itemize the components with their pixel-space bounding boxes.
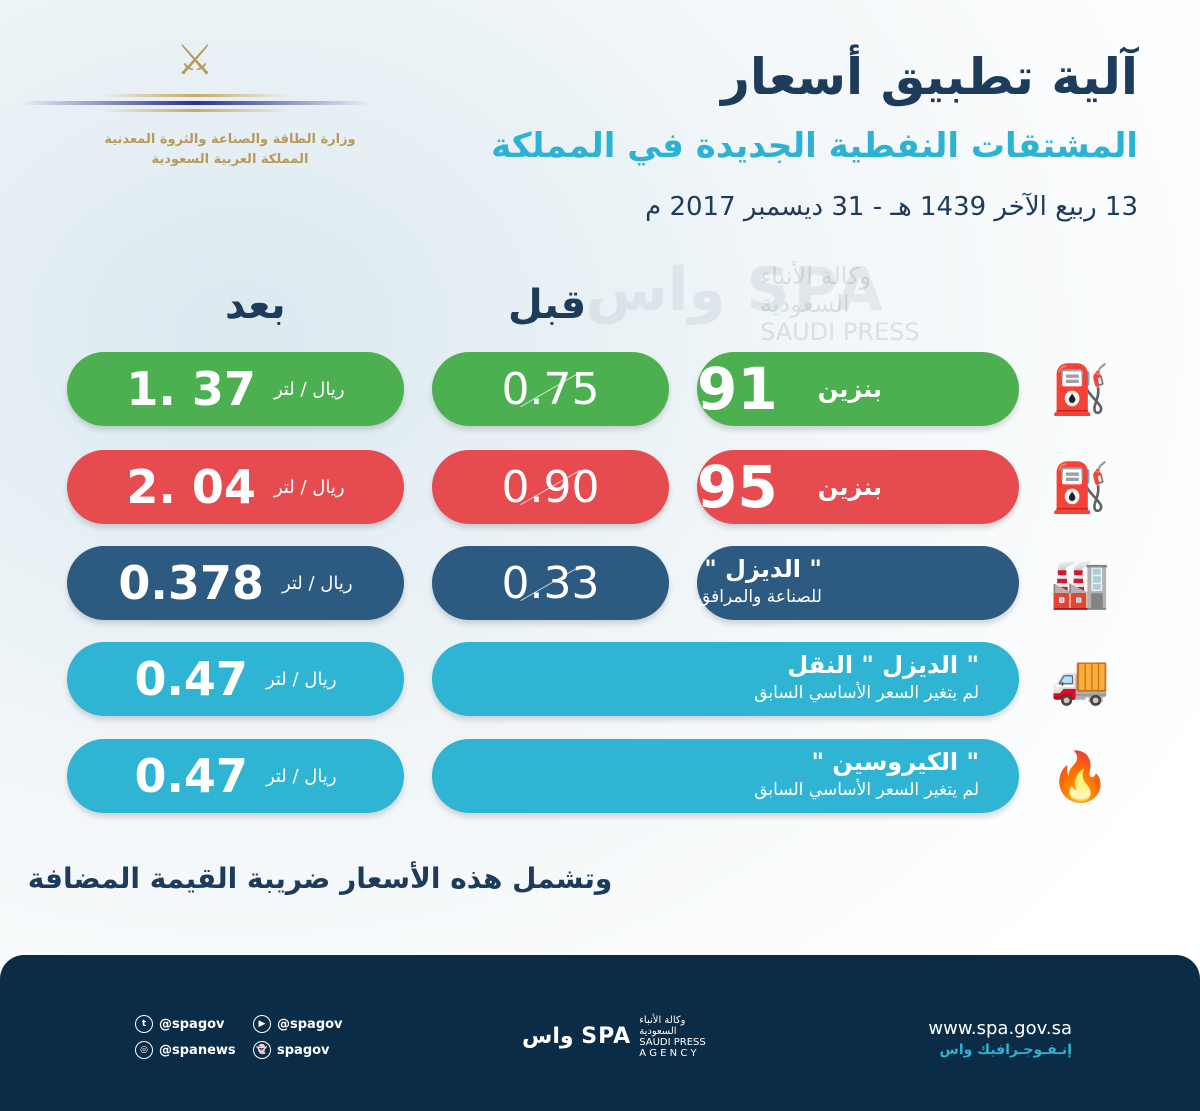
product-petrol-95: بنزين 95 xyxy=(697,450,1019,524)
product-subtitle: للصناعة والمرافق xyxy=(697,587,822,607)
gas-pump-icon: ⛽ xyxy=(1050,361,1110,418)
price-before: 0.90 xyxy=(432,450,669,524)
product-name: " الكيروسين " xyxy=(811,748,979,776)
divider xyxy=(20,101,370,105)
gas-pump-icon: ⛽ xyxy=(1050,459,1110,516)
product-grade: 91 xyxy=(697,355,778,423)
social-snapchat[interactable]: 👻 spagov xyxy=(253,1041,330,1059)
price-after: 2. 04 ريال / لتر xyxy=(67,450,404,524)
column-header-before: قبل xyxy=(508,282,587,328)
website-link[interactable]: www.spa.gov.sa xyxy=(928,1018,1072,1039)
social-twitter[interactable]: t @spagov xyxy=(135,1015,225,1033)
watermark-line: وكالة الأنباء xyxy=(760,262,872,290)
social-handle: spagov xyxy=(277,1042,330,1058)
snapchat-icon: 👻 xyxy=(253,1041,271,1059)
price-after-value: 0.47 xyxy=(134,652,248,706)
twitter-icon: t xyxy=(135,1015,153,1033)
price-unit: ريال / لتر xyxy=(273,378,345,400)
price-after: 0.378 ريال / لتر xyxy=(67,546,404,620)
social-handle: @spagov xyxy=(277,1016,343,1032)
price-before-value: 0.90 xyxy=(501,461,600,513)
country-line: المملكة العربية السعودية xyxy=(151,152,309,167)
spa-text: A G E N C Y xyxy=(639,1048,697,1059)
palm-swords-emblem-icon: ⚔ xyxy=(176,35,214,84)
product-diesel-transport: " الديزل " النقل لم يتغير السعر الأساسي … xyxy=(432,642,1019,716)
ministry-logo: ⚔ وزارة الطاقة والصناعة والثروة المعدنية… xyxy=(20,30,370,180)
price-before-value: 0.33 xyxy=(501,557,600,609)
product-kerosene: " الكيروسين " لم يتغير السعر الأساسي الس… xyxy=(432,739,1019,813)
price-unit: ريال / لتر xyxy=(265,668,337,690)
price-unit: ريال / لتر xyxy=(273,476,345,498)
price-after-value: 0.47 xyxy=(134,749,248,803)
price-after-value: 2. 04 xyxy=(126,460,256,514)
product-petrol-91: بنزين 91 xyxy=(697,352,1019,426)
ministry-name: وزارة الطاقة والصناعة والثروة المعدنية ا… xyxy=(20,130,370,170)
price-after: 0.47 ريال / لتر xyxy=(67,642,404,716)
vat-note: وتشمل هذه الأسعار ضريبة القيمة المضافة xyxy=(0,862,1200,895)
page-title: آلية تطبيق أسعار xyxy=(721,48,1138,106)
product-name: " الديزل " النقل xyxy=(787,651,979,679)
product-grade: 95 xyxy=(697,453,778,521)
spa-mark: واس SPA xyxy=(522,1024,632,1049)
spa-watermark: واس SPA xyxy=(585,255,887,325)
price-before: 0.33 xyxy=(432,546,669,620)
spa-text: SAUDI PRESS xyxy=(639,1037,706,1048)
column-header-after: بعد xyxy=(225,282,286,328)
price-before-value: 0.75 xyxy=(501,363,600,415)
page-subtitle: المشتقات النفطية الجديدة في المملكة xyxy=(491,126,1138,166)
divider xyxy=(100,94,290,97)
price-after-value: 0.378 xyxy=(118,556,264,610)
product-subtitle: لم يتغير السعر الأساسي السابق xyxy=(754,683,979,703)
spa-text: وكالة الأنباء xyxy=(639,1015,686,1026)
social-handle: @spanews xyxy=(159,1042,236,1058)
product-name: بنزين xyxy=(817,473,883,501)
footer xyxy=(0,955,1200,1111)
youtube-icon: ▶ xyxy=(253,1015,271,1033)
factory-icon: 🏭 xyxy=(1050,555,1110,612)
infographic-label: إنـفـوجـرافيك واس xyxy=(939,1042,1072,1058)
social-handle: @spagov xyxy=(159,1016,225,1032)
product-name: " الديزل " xyxy=(704,555,822,583)
price-unit: ريال / لتر xyxy=(281,572,353,594)
instagram-icon: ◎ xyxy=(135,1041,153,1059)
price-unit: ريال / لتر xyxy=(265,765,337,787)
date: 13 ربيع الآخر 1439 هـ - 31 ديسمبر 2017 م xyxy=(645,192,1138,222)
ministry-line: وزارة الطاقة والصناعة والثروة المعدنية xyxy=(104,132,356,147)
price-after-value: 1. 37 xyxy=(126,362,256,416)
divider xyxy=(100,109,290,112)
social-instagram[interactable]: ◎ @spanews xyxy=(135,1041,236,1059)
price-before: 0.75 xyxy=(432,352,669,426)
price-after: 1. 37 ريال / لتر xyxy=(67,352,404,426)
watermark-line: SAUDI PRESS xyxy=(760,318,920,346)
social-youtube[interactable]: ▶ @spagov xyxy=(253,1015,343,1033)
product-name: بنزين xyxy=(817,375,883,403)
spa-logo: واس SPA وكالة الأنباء السعودية SAUDI PRE… xyxy=(522,1015,706,1059)
vat-note-text: وتشمل هذه الأسعار ضريبة القيمة المضافة xyxy=(27,862,613,895)
spa-watermark-text: وكالة الأنباء السعودية SAUDI PRESS xyxy=(760,262,920,346)
product-subtitle: لم يتغير السعر الأساسي السابق xyxy=(754,780,979,800)
product-diesel-industry: " الديزل " للصناعة والمرافق xyxy=(697,546,1019,620)
flame-icon: 🔥 xyxy=(1050,748,1110,805)
watermark-line: السعودية xyxy=(760,290,850,318)
spa-text: السعودية xyxy=(639,1026,677,1037)
tanker-truck-icon: 🚚 xyxy=(1050,651,1110,708)
price-after: 0.47 ريال / لتر xyxy=(67,739,404,813)
